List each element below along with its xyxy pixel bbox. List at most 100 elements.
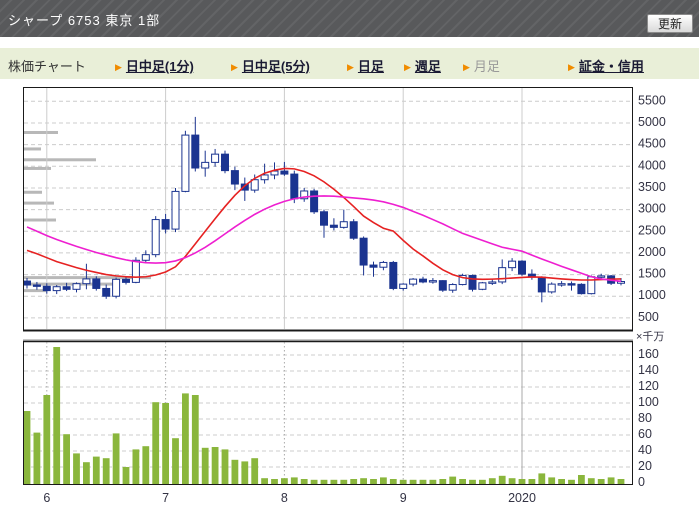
candle-body — [478, 282, 487, 290]
price-axis-label: 500 — [638, 310, 659, 324]
candle-body — [62, 286, 71, 290]
candle-body — [161, 219, 170, 230]
candle-body — [359, 237, 368, 266]
price-axis-label: 4000 — [638, 158, 666, 172]
volume-bar — [290, 477, 298, 484]
candle-body — [448, 284, 457, 291]
volume-bar — [469, 479, 476, 484]
price-axis-label: 1000 — [638, 288, 666, 302]
volume-bar — [102, 458, 110, 484]
candle-body — [290, 173, 299, 200]
candle-body — [260, 174, 269, 181]
volume-axis-label: 60 — [638, 427, 652, 441]
candle-body — [428, 280, 437, 283]
chart-nav-bar: 株価チャート ▶ 日中足(1分) ▶ 日中足(5分) ▶ 日足 ▶ 週足 ▶ 月足 ▶ 証金… — [0, 48, 699, 79]
arrow-icon: ▶ — [115, 62, 122, 72]
candle-body — [557, 283, 566, 286]
volume-bar — [92, 456, 100, 484]
candle-body — [52, 286, 61, 292]
volume-bar — [380, 477, 387, 484]
volume-bar — [518, 479, 526, 484]
candle-body — [567, 283, 576, 286]
volume-bar — [419, 479, 427, 484]
volume-by-price-bar — [24, 190, 42, 194]
candle-body — [320, 211, 328, 226]
volume-axis-label: 140 — [638, 363, 659, 377]
volume-bar — [211, 447, 219, 484]
volume-bar — [617, 479, 625, 484]
volume-bar — [191, 395, 199, 484]
arrow-icon: ▶ — [568, 62, 575, 72]
tab-intraday-5min[interactable]: ▶ 日中足(5分) — [231, 59, 310, 74]
volume-by-price-bar — [24, 276, 151, 280]
candle-body — [92, 278, 101, 289]
volume-by-price-bar — [24, 282, 116, 286]
price-axis-label: 4500 — [638, 137, 666, 151]
candle-body — [221, 153, 229, 172]
tab-daily[interactable]: ▶ 日足 — [347, 59, 384, 74]
x-axis-year-label: 2020 — [508, 491, 536, 505]
price-axis-label: 3000 — [638, 202, 666, 216]
volume-bar — [587, 478, 595, 484]
price-plot-area — [23, 87, 633, 331]
volume-bar — [122, 467, 130, 484]
candle-body — [409, 278, 418, 285]
volume-bar — [201, 447, 209, 484]
candle-body — [230, 170, 239, 185]
volume-bar — [429, 479, 437, 484]
volume-bar — [73, 453, 80, 484]
x-axis-year-label: 8 — [281, 491, 288, 505]
candle-body — [468, 274, 477, 290]
link-margin-credit[interactable]: ▶ 証金・信用 — [568, 59, 644, 74]
x-axis-year-label: 7 — [162, 491, 169, 505]
candle-body — [42, 285, 51, 292]
candle-body — [141, 254, 150, 261]
volume-bar — [538, 473, 546, 484]
volume-bar — [63, 434, 70, 484]
price-axis-label: 1500 — [638, 267, 666, 281]
candle-body — [369, 264, 378, 268]
volume-bar — [23, 411, 31, 484]
volume-bar — [43, 395, 51, 484]
candle-body — [240, 183, 249, 191]
volume-axis-label: 80 — [638, 411, 652, 425]
x-axis-year-label: 6 — [43, 491, 50, 505]
volume-bar — [172, 438, 179, 484]
arrow-icon: ▶ — [404, 62, 411, 72]
volume-plot-area — [23, 341, 633, 485]
volume-bar — [350, 479, 358, 484]
candle-body — [349, 221, 358, 239]
volume-axis-label: 0 — [638, 475, 645, 489]
tab-weekly[interactable]: ▶ 週足 — [404, 59, 441, 74]
candle-body — [112, 278, 121, 297]
volume-bar — [300, 479, 308, 484]
candle-body — [488, 281, 497, 284]
candle-body — [280, 170, 289, 175]
volume-bar — [479, 479, 486, 484]
candle-body — [498, 267, 507, 283]
volume-bar — [231, 459, 239, 484]
volume-by-price-bar — [24, 130, 58, 134]
candle-body — [547, 283, 556, 293]
volume-bar — [83, 462, 90, 484]
volume-bar — [528, 479, 536, 484]
candle-body — [389, 261, 398, 289]
candle-body — [419, 278, 427, 283]
volume-bar — [152, 402, 160, 484]
candle-body — [250, 179, 259, 191]
volume-by-price-bar — [24, 147, 41, 151]
candle-body — [458, 274, 467, 286]
volume-bar — [261, 478, 268, 484]
volume-bar — [597, 479, 605, 484]
candle-body — [151, 219, 160, 256]
volume-by-price-bar — [24, 218, 56, 222]
x-axis-year-label: 9 — [400, 491, 407, 505]
title-bar: シャープ 6753 東京 1部 更新 — [0, 0, 699, 37]
candle-body — [32, 284, 41, 287]
candle-body — [201, 161, 210, 169]
tab-intraday-1min[interactable]: ▶ 日中足(1分) — [115, 59, 194, 74]
volume-chart-border — [23, 341, 633, 485]
refresh-button[interactable]: 更新 — [647, 14, 693, 33]
candle-body — [379, 261, 388, 268]
